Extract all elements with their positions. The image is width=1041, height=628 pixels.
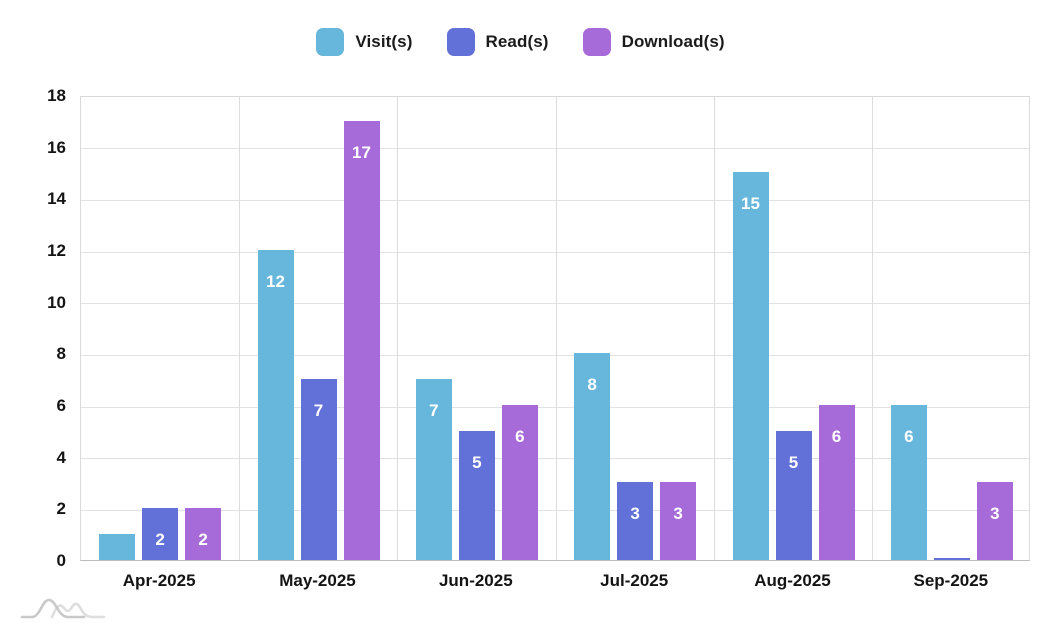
bar-value-label: 6 bbox=[515, 427, 525, 446]
y-tick-label: 0 bbox=[56, 551, 66, 570]
gridline-horizontal bbox=[81, 509, 1029, 511]
bar-visits-aug-2025[interactable]: 15 bbox=[732, 172, 769, 560]
gridline-horizontal bbox=[81, 148, 1029, 150]
gridline-horizontal bbox=[81, 406, 1029, 408]
bar-value-label: 3 bbox=[673, 504, 683, 523]
curves-logo-primary-curve bbox=[20, 598, 86, 619]
legend-swatch-icon bbox=[446, 28, 475, 56]
curves-logo-icon bbox=[20, 598, 106, 619]
legend-label: Read(s) bbox=[485, 32, 549, 51]
bar-downloads-jun-2025[interactable]: 6 bbox=[501, 405, 538, 560]
bar-value-label: 5 bbox=[472, 453, 482, 472]
bar-visits-apr-2025[interactable] bbox=[99, 534, 136, 560]
bar-downloads-aug-2025[interactable]: 6 bbox=[818, 405, 855, 560]
bar-value-label: 5 bbox=[788, 453, 799, 472]
x-tick-label-aug-2025: Aug-2025 bbox=[754, 571, 831, 590]
bar-value-label: 17 bbox=[352, 143, 371, 162]
y-tick-label: 18 bbox=[47, 86, 66, 105]
x-tick-label-sep-2025: Sep-2025 bbox=[913, 571, 989, 590]
bar-value-label: 7 bbox=[429, 401, 439, 420]
bar-downloads-apr-2025[interactable]: 2 bbox=[185, 508, 222, 560]
gridline-vertical bbox=[555, 97, 557, 560]
legend-item-visits[interactable]: Visit(s) bbox=[316, 28, 412, 56]
bar-value-label: 2 bbox=[198, 530, 208, 549]
gridline-vertical bbox=[872, 97, 874, 560]
legend-label: Download(s) bbox=[621, 32, 725, 51]
gridline-vertical bbox=[238, 97, 240, 560]
bar-value-label: 15 bbox=[741, 194, 760, 213]
bar-value-label: 3 bbox=[630, 504, 640, 523]
bar-visits-jun-2025[interactable]: 7 bbox=[415, 379, 452, 560]
plot-area: 2 2 12 7 17 7 5 6 8 3 3 15 5 6 6 3 bbox=[80, 96, 1030, 561]
gridline-vertical bbox=[397, 97, 399, 560]
bar-visits-jul-2025[interactable]: 8 bbox=[574, 353, 611, 560]
gridline-horizontal bbox=[81, 458, 1029, 460]
bar-visits-sep-2025[interactable]: 6 bbox=[890, 405, 927, 560]
bar-value-label: 8 bbox=[587, 375, 597, 394]
bar-reads-sep-2025[interactable] bbox=[933, 558, 970, 560]
bar-reads-jun-2025[interactable]: 5 bbox=[458, 431, 495, 560]
bar-value-label: 6 bbox=[904, 427, 914, 446]
x-tick-label-jun-2025: Jun-2025 bbox=[438, 571, 513, 590]
y-tick-label: 14 bbox=[47, 189, 66, 209]
chart-legend: Visit(s) Read(s) Download(s) bbox=[0, 28, 1041, 56]
legend-item-reads[interactable]: Read(s) bbox=[446, 28, 549, 56]
bar-value-label: 3 bbox=[990, 504, 1000, 523]
bar-reads-may-2025[interactable]: 7 bbox=[300, 379, 337, 560]
bar-value-label: 12 bbox=[266, 272, 285, 291]
x-tick-label-apr-2025: Apr-2025 bbox=[122, 571, 196, 590]
gridline-horizontal bbox=[81, 251, 1029, 253]
bar-reads-jul-2025[interactable]: 3 bbox=[617, 482, 654, 560]
bar-downloads-sep-2025[interactable]: 3 bbox=[976, 482, 1013, 560]
y-tick-label: 10 bbox=[47, 292, 66, 312]
curves-logo-secondary-curve bbox=[50, 602, 106, 619]
y-tick-label: 12 bbox=[47, 241, 66, 260]
x-tick-label-jul-2025: Jul-2025 bbox=[600, 571, 669, 590]
bar-visits-may-2025[interactable]: 12 bbox=[257, 250, 294, 560]
gridline-horizontal bbox=[81, 354, 1029, 356]
bar-reads-apr-2025[interactable]: 2 bbox=[142, 508, 179, 560]
x-tick-label-may-2025: May-2025 bbox=[279, 571, 356, 590]
legend-label: Visit(s) bbox=[355, 32, 413, 51]
y-tick-label: 16 bbox=[47, 137, 66, 157]
gridline-horizontal bbox=[81, 199, 1029, 201]
bar-downloads-jul-2025[interactable]: 3 bbox=[660, 482, 697, 560]
bar-value-label: 6 bbox=[831, 427, 842, 446]
y-tick-label: 2 bbox=[56, 499, 66, 519]
bar-downloads-may-2025[interactable]: 17 bbox=[343, 121, 380, 560]
bar-value-label: 2 bbox=[155, 530, 165, 549]
y-tick-label: 4 bbox=[56, 447, 66, 467]
bar-reads-aug-2025[interactable]: 5 bbox=[775, 431, 812, 560]
legend-swatch-icon bbox=[582, 28, 611, 56]
gridline-vertical bbox=[713, 97, 715, 560]
gridline-horizontal bbox=[81, 303, 1029, 305]
y-tick-label: 8 bbox=[56, 344, 66, 364]
legend-swatch-icon bbox=[316, 28, 345, 56]
x-axis: Apr-2025 May-2025 Jun-2025 Jul-2025 Aug-2025… bbox=[80, 571, 1030, 597]
y-tick-label: 6 bbox=[56, 396, 66, 415]
legend-item-downloads[interactable]: Download(s) bbox=[582, 28, 725, 56]
bar-value-label: 7 bbox=[313, 401, 324, 420]
